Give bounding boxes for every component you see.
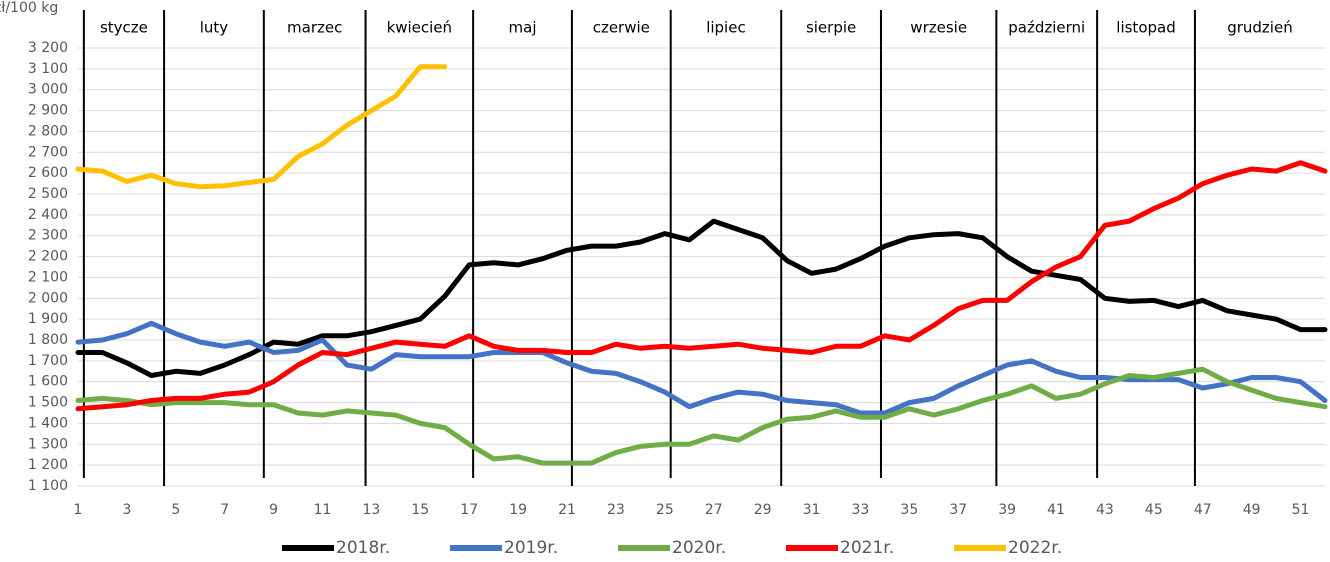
legend-label: 2018r. — [336, 538, 390, 558]
y-tick-label: 1 100 — [28, 478, 68, 494]
x-tick-label: 41 — [1047, 502, 1065, 518]
y-tick-label: 1 300 — [28, 436, 68, 452]
x-tick-label: 13 — [362, 502, 380, 518]
series-line — [75, 64, 448, 190]
x-tick-label: 25 — [656, 502, 674, 518]
x-tick-label: 35 — [900, 502, 918, 518]
x-tick-label: 45 — [1145, 502, 1163, 518]
y-tick-label: 2 300 — [28, 228, 68, 244]
y-tick-label: 2 400 — [28, 207, 68, 223]
y-tick-label: 1 500 — [28, 395, 68, 411]
y-tick-label: 2 200 — [28, 249, 68, 265]
series-line — [75, 366, 1328, 466]
x-tick-label: 15 — [411, 502, 429, 518]
series-line — [75, 218, 1328, 378]
x-tick-label: 29 — [754, 502, 772, 518]
x-tick-label: 23 — [607, 502, 625, 518]
y-tick-label: 2 500 — [28, 186, 68, 202]
y-tick-label: 3 100 — [28, 61, 68, 77]
legend-label: 2021r. — [840, 538, 894, 558]
month-label: marzec — [287, 19, 342, 37]
month-label: sierpie — [806, 19, 856, 37]
month-label: czerwie — [593, 19, 650, 37]
y-tick-label: 2 600 — [28, 165, 68, 181]
month-label: kwiecień — [387, 19, 453, 37]
month-label: lipiec — [706, 19, 746, 37]
month-label: wrzesie — [910, 19, 967, 37]
y-axis-label: zł/100 kg — [0, 0, 58, 16]
y-tick-label: 3 200 — [28, 40, 68, 56]
x-tick-label: 47 — [1194, 502, 1212, 518]
x-tick-label: 51 — [1292, 502, 1310, 518]
y-tick-label: 1 600 — [28, 374, 68, 390]
x-tick-label: 7 — [220, 502, 229, 518]
month-label: stycze — [100, 19, 148, 37]
y-tick-label: 1 700 — [28, 353, 68, 369]
x-tick-label: 1 — [74, 502, 83, 518]
y-tick-label: 1 400 — [28, 415, 68, 431]
x-tick-label: 17 — [460, 502, 478, 518]
y-tick-label: 2 800 — [28, 123, 68, 139]
month-label: grudzień — [1227, 19, 1293, 37]
x-tick-label: 19 — [509, 502, 527, 518]
x-tick-label: 39 — [998, 502, 1016, 518]
month-label: listopad — [1116, 19, 1175, 37]
x-tick-label: 9 — [269, 502, 278, 518]
y-tick-label: 3 000 — [28, 82, 68, 98]
month-label: październi — [1008, 19, 1085, 37]
y-tick-label: 2 100 — [28, 269, 68, 285]
month-label: luty — [200, 19, 229, 37]
series-line — [75, 160, 1328, 412]
y-tick-label: 2 700 — [28, 144, 68, 160]
y-tick-label: 1 900 — [28, 311, 68, 327]
series-line — [75, 320, 1328, 416]
x-tick-label: 21 — [558, 502, 576, 518]
legend-label: 2019r. — [504, 538, 558, 558]
x-tick-label: 37 — [949, 502, 967, 518]
x-tick-label: 3 — [122, 502, 131, 518]
x-tick-label: 49 — [1243, 502, 1261, 518]
month-label: maj — [509, 19, 537, 37]
legend-label: 2022r. — [1008, 538, 1062, 558]
x-tick-label: 31 — [803, 502, 821, 518]
y-tick-label: 1 800 — [28, 332, 68, 348]
x-tick-label: 11 — [314, 502, 332, 518]
x-tick-label: 5 — [171, 502, 180, 518]
legend-label: 2020r. — [672, 538, 726, 558]
y-tick-label: 1 200 — [28, 457, 68, 473]
y-tick-label: 2 000 — [28, 290, 68, 306]
x-tick-label: 43 — [1096, 502, 1114, 518]
x-tick-label: 33 — [852, 502, 870, 518]
x-tick-label: 27 — [705, 502, 723, 518]
y-tick-label: 2 900 — [28, 103, 68, 119]
